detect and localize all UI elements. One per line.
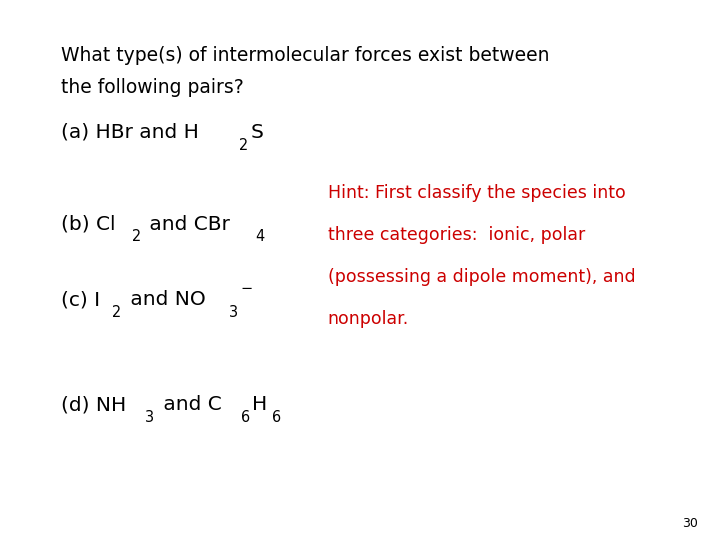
Text: 6: 6: [240, 410, 250, 426]
Text: 2: 2: [132, 230, 141, 245]
Text: three categories:  ionic, polar: three categories: ionic, polar: [328, 226, 585, 244]
Text: 2: 2: [239, 138, 248, 153]
Text: −: −: [241, 281, 253, 296]
Text: (b) Cl: (b) Cl: [61, 214, 116, 233]
Text: 4: 4: [256, 230, 265, 245]
Text: Hint: First classify the species into: Hint: First classify the species into: [328, 184, 626, 201]
Text: (possessing a dipole moment), and: (possessing a dipole moment), and: [328, 268, 635, 286]
Text: 3: 3: [145, 410, 155, 426]
Text: H: H: [253, 395, 268, 414]
Text: and CBr: and CBr: [143, 214, 230, 233]
Text: 2: 2: [112, 305, 121, 320]
Text: (a) HBr and H: (a) HBr and H: [61, 123, 199, 141]
Text: 6: 6: [272, 410, 282, 426]
Text: What type(s) of intermolecular forces exist between: What type(s) of intermolecular forces ex…: [61, 46, 549, 65]
Text: (c) I: (c) I: [61, 290, 100, 309]
Text: (d) NH: (d) NH: [61, 395, 127, 414]
Text: S: S: [251, 123, 264, 141]
Text: 30: 30: [683, 517, 698, 530]
Text: nonpolar.: nonpolar.: [328, 310, 409, 328]
Text: the following pairs?: the following pairs?: [61, 78, 244, 97]
Text: and C: and C: [157, 395, 222, 414]
Text: 3: 3: [229, 305, 238, 320]
Text: and NO: and NO: [124, 290, 205, 309]
